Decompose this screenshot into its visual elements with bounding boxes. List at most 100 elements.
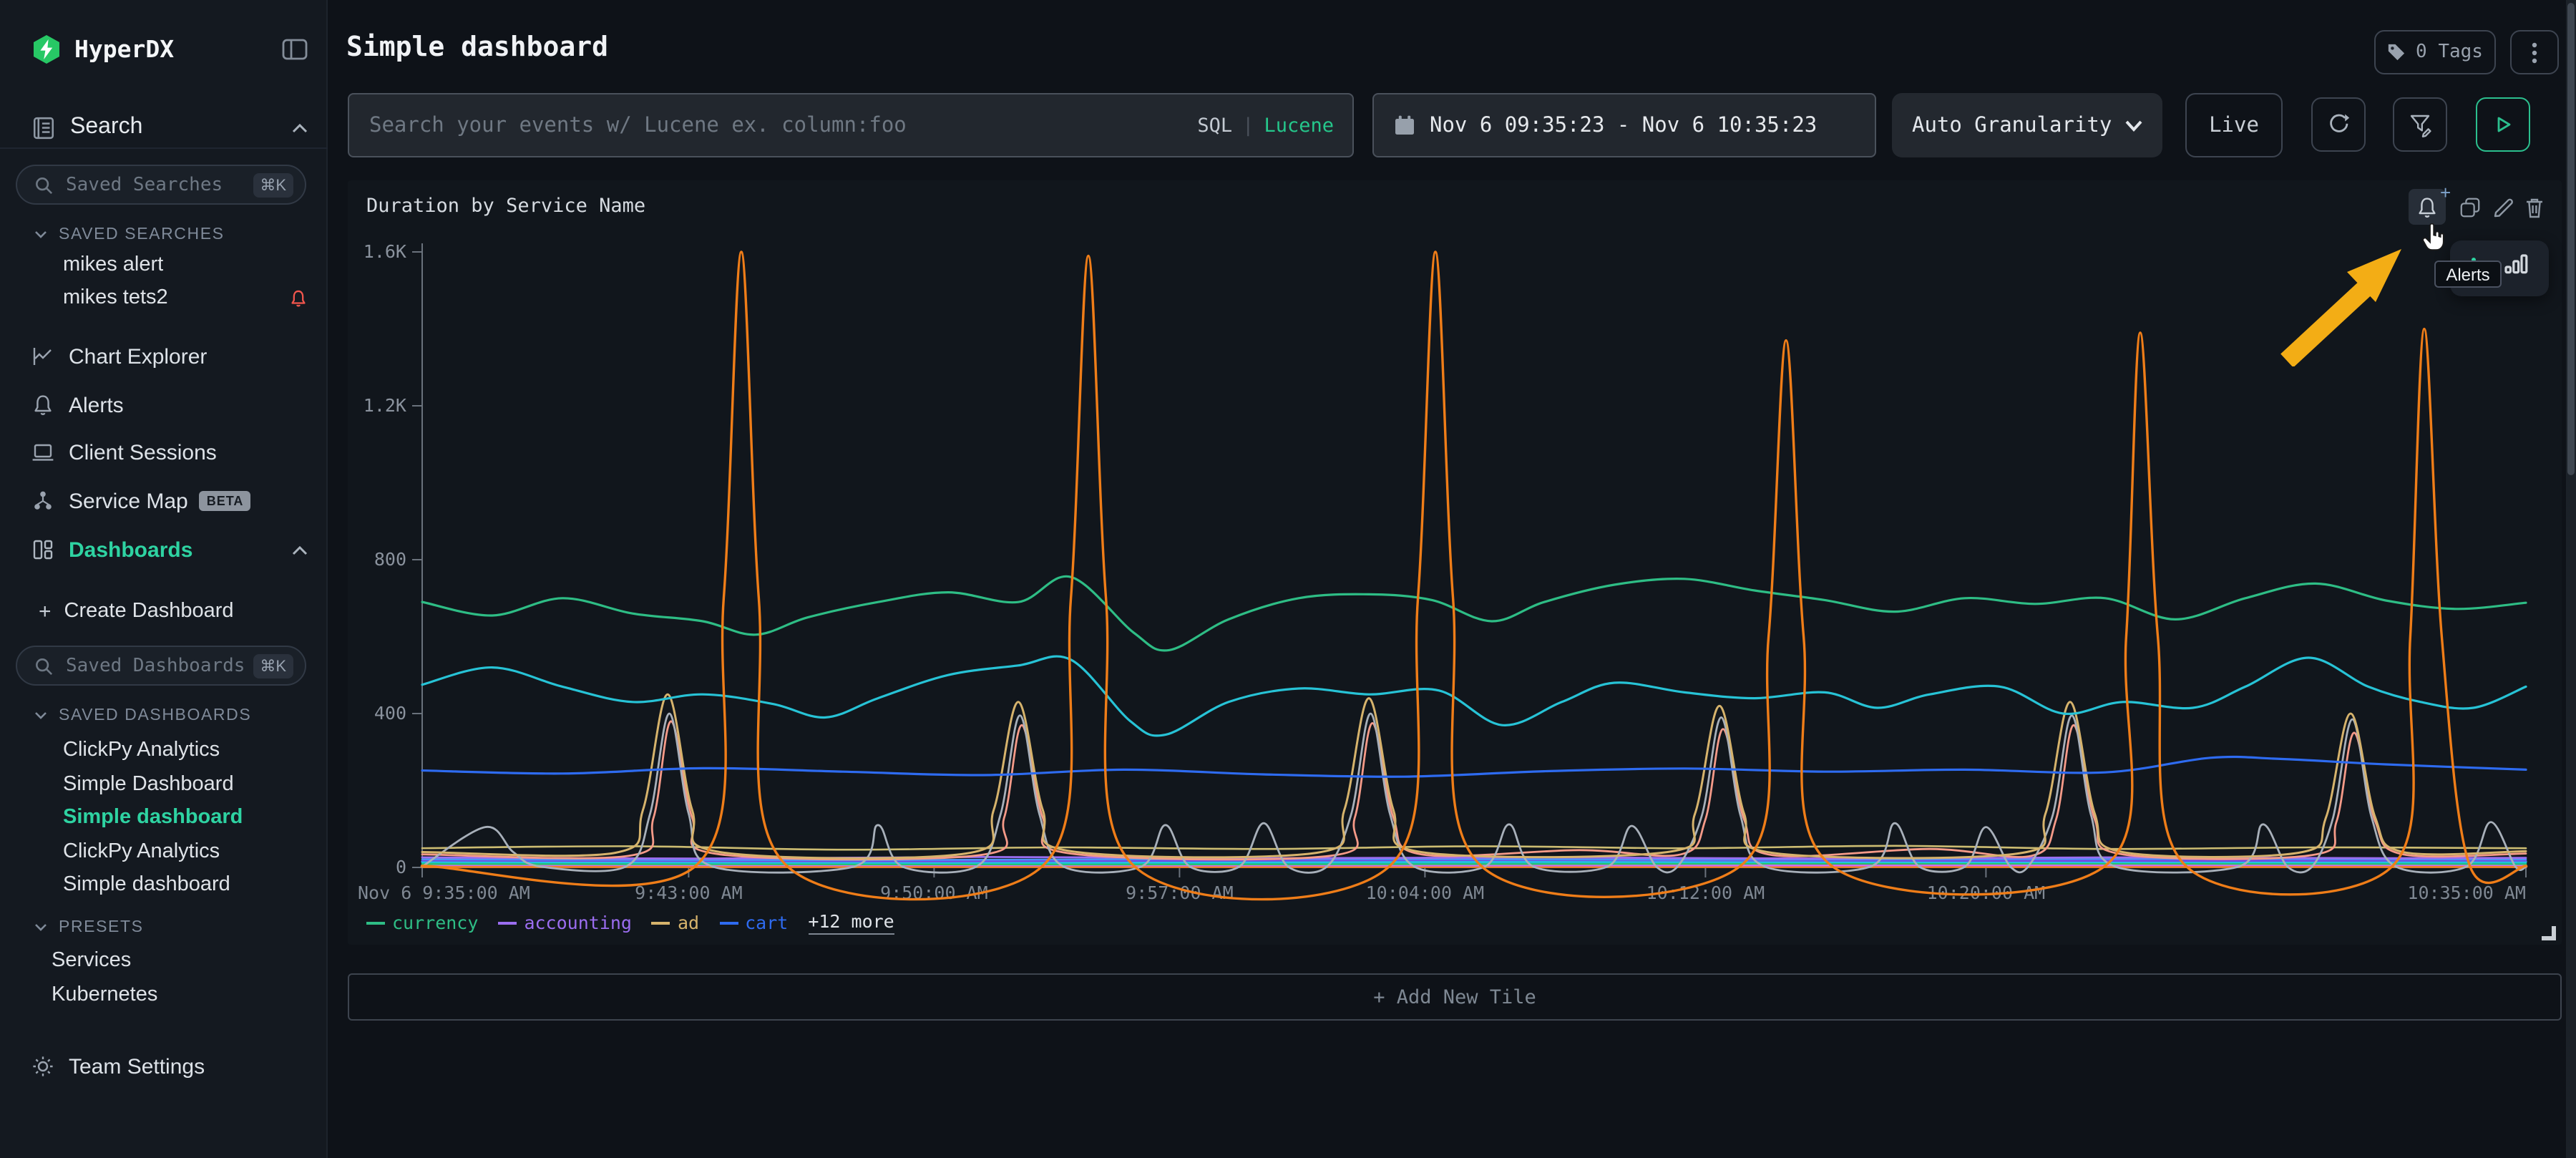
dashboard-menu-button[interactable] [2510, 30, 2559, 74]
svg-text:800: 800 [374, 549, 406, 570]
search-icon [34, 656, 53, 675]
tags-button[interactable]: 0 Tags [2374, 30, 2496, 74]
play-icon [2493, 115, 2513, 135]
beta-badge: BETA [199, 491, 251, 511]
chevron-up-icon [292, 122, 308, 132]
svg-text:Nov 6 9:35:00 AM: Nov 6 9:35:00 AM [358, 882, 530, 903]
edit-tile-button[interactable] [2492, 196, 2514, 219]
chevron-down-icon [2125, 120, 2142, 131]
calendar-icon [1394, 115, 1415, 136]
add-new-tile-button[interactable]: + Add New Tile [348, 973, 2562, 1021]
sidebar-item-dashboards[interactable]: Dashboards [0, 531, 328, 568]
saved-dashboard-item[interactable]: ClickPy Analytics [0, 835, 328, 867]
saved-searches-input[interactable]: ⌘K [16, 165, 306, 205]
svg-text:0: 0 [396, 857, 406, 877]
sidebar-item-alerts[interactable]: Alerts [0, 386, 328, 424]
sidebar-item-search[interactable]: Search [0, 109, 328, 146]
event-search-box[interactable]: SQL | Lucene [348, 93, 1354, 157]
legend-swatch [651, 921, 670, 924]
chart-legend: currency accounting ad cart +12 more [366, 910, 894, 935]
search-icon [34, 175, 53, 194]
preset-label: Kubernetes [52, 983, 158, 1006]
svg-text:9:43:00 AM: 9:43:00 AM [635, 882, 743, 903]
saved-dashboard-label: Simple dashboard [63, 873, 230, 896]
preset-item[interactable]: Services [0, 945, 328, 976]
create-alert-button[interactable] [2409, 189, 2446, 225]
date-range-value: Nov 6 09:35:23 - Nov 6 10:35:23 [1430, 114, 1818, 137]
legend-label: currency [392, 912, 479, 933]
hierarchy-icon [31, 490, 54, 512]
shortcut-badge: ⌘K [253, 172, 293, 197]
create-dashboard-button[interactable]: + Create Dashboard [39, 599, 234, 623]
alerts-tooltip: Alerts [2434, 261, 2502, 288]
saved-dashboards-header[interactable]: SAVED DASHBOARDS [0, 704, 328, 727]
saved-dashboards-input[interactable]: ⌘K [16, 646, 306, 686]
chevron-up-icon [292, 545, 308, 555]
bar-chart-icon [2504, 252, 2529, 276]
legend-item[interactable]: currency [366, 912, 478, 933]
filter-button[interactable] [2393, 97, 2447, 152]
bell-icon [31, 394, 54, 417]
saved-search-item[interactable]: mikes alert [0, 249, 328, 281]
granularity-select[interactable]: Auto Granularity [1892, 93, 2162, 157]
toggle-separator: | [1242, 114, 1254, 137]
event-search-input[interactable] [349, 114, 1198, 137]
gear-icon [31, 1055, 54, 1078]
svg-text:10:04:00 AM: 10:04:00 AM [1366, 882, 1485, 903]
delete-tile-button[interactable] [2523, 196, 2546, 219]
hyperdx-logo-icon [31, 34, 62, 64]
sidebar-item-team-settings[interactable]: Team Settings [0, 1048, 328, 1085]
preset-item[interactable]: Kubernetes [0, 978, 328, 1010]
hand-cursor [2420, 223, 2444, 253]
saved-dashboard-item[interactable]: ClickPy Analytics [0, 734, 328, 766]
saved-dashboard-label: Simple dashboard [63, 806, 243, 829]
legend-item[interactable]: ad [651, 912, 699, 933]
run-query-button[interactable] [2476, 97, 2530, 152]
duplicate-tile-button[interactable] [2459, 196, 2482, 219]
dashboard-grid-icon [31, 538, 54, 561]
sidebar-item-service-map[interactable]: Service Map BETA [0, 482, 328, 520]
dashboard-tile: Duration by Service Name + 0 400 800 1.2K 1.… [348, 180, 2562, 945]
saved-searches-field[interactable] [63, 172, 253, 197]
plus-icon: + [2440, 182, 2451, 203]
tile-resize-handle[interactable] [2542, 926, 2556, 940]
refresh-button[interactable] [2311, 97, 2366, 152]
date-range-picker[interactable]: Nov 6 09:35:23 - Nov 6 10:35:23 [1372, 93, 1876, 157]
line-chart-icon [31, 345, 54, 368]
saved-dashboard-label: ClickPy Analytics [63, 840, 220, 862]
saved-dashboard-item[interactable]: Simple dashboard [0, 869, 328, 900]
lucene-toggle[interactable]: Lucene [1264, 114, 1334, 137]
sidebar-collapse-icon[interactable] [282, 38, 308, 59]
legend-item[interactable]: cart [719, 912, 788, 933]
legend-item[interactable]: accounting [498, 912, 632, 933]
alert-bell-icon [2416, 195, 2439, 218]
chevron-down-icon [34, 923, 47, 932]
svg-text:1.2K: 1.2K [364, 395, 406, 416]
sidebar-divider [0, 147, 328, 149]
preset-label: Services [52, 949, 132, 972]
legend-swatch [498, 921, 517, 924]
saved-search-item[interactable]: mikes tets2 [0, 282, 328, 313]
scrollbar-thumb[interactable] [2567, 3, 2575, 475]
legend-label: accounting [524, 912, 632, 933]
saved-dashboard-item[interactable]: Simple Dashboard [0, 768, 328, 799]
svg-text:10:35:00 AM: 10:35:00 AM [2407, 882, 2526, 903]
chevron-down-icon [34, 711, 47, 720]
sidebar-item-chart-explorer[interactable]: Chart Explorer [0, 338, 328, 375]
sidebar-search-label: Search [70, 115, 143, 139]
presets-header[interactable]: PRESETS [0, 916, 328, 939]
legend-more-link[interactable]: +12 more [808, 910, 894, 935]
saved-searches-header[interactable]: SAVED SEARCHES [0, 223, 328, 246]
saved-dashboard-item[interactable]: Simple dashboard [0, 802, 328, 833]
duration-chart[interactable]: 0 400 800 1.2K 1.6K Nov 6 9:35:00 AM 9:43:00 A… [348, 180, 2562, 945]
app-logo-text: HyperDX [74, 35, 175, 62]
live-button[interactable]: Live [2185, 93, 2283, 157]
saved-dashboard-label: ClickPy Analytics [63, 739, 220, 762]
page-title: Simple dashboard [346, 31, 609, 63]
sidebar-item-client-sessions[interactable]: Client Sessions [0, 434, 328, 471]
sql-toggle[interactable]: SQL [1197, 114, 1233, 137]
saved-dashboards-field[interactable] [63, 653, 253, 678]
tag-icon [2387, 43, 2406, 62]
journal-search-icon [31, 115, 56, 140]
